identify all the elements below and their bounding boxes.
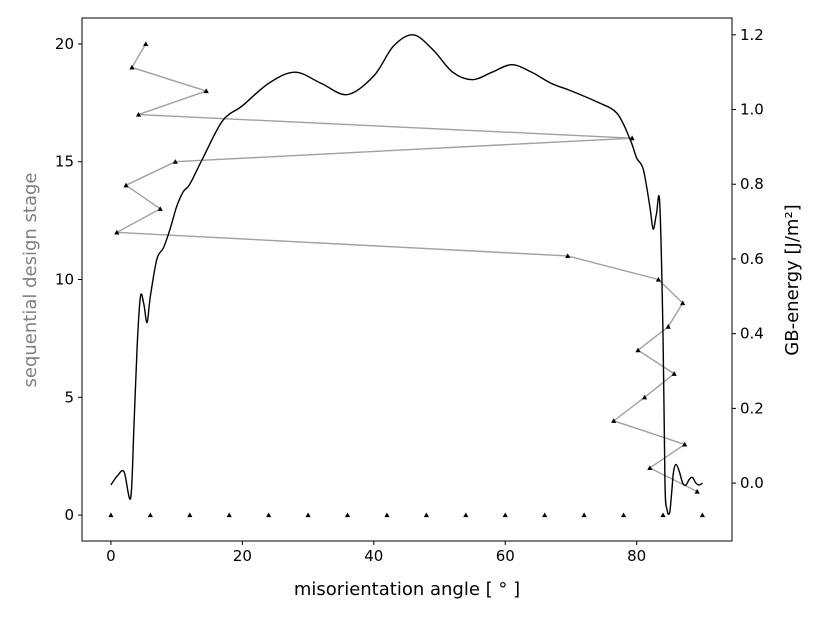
y-left-tick-label: 0 — [64, 506, 74, 524]
y-right-axis-label: GB-energy [J/m²] — [782, 204, 803, 355]
initial-design-point — [187, 512, 193, 518]
design-stage-point — [641, 394, 648, 400]
plot-frame — [81, 17, 733, 542]
design-stage-point — [635, 347, 641, 353]
initial-design-point — [384, 512, 390, 518]
axis-layer: 0 20 40 60 80 0 5 10 15 20 0.0 0.2 0.4 0.6 0.8 1.0 1.2 — [55, 26, 764, 565]
x-tick-label: 60 — [496, 547, 515, 565]
y-right-tick-label: 0.0 — [740, 474, 764, 492]
design-stage-point — [135, 111, 142, 117]
initial-design-point — [620, 512, 627, 518]
initial-design-point — [226, 512, 232, 518]
initial-design-point — [542, 512, 548, 518]
y-left-axis-label: sequential design stage — [20, 173, 41, 388]
initial-design-point — [344, 512, 351, 518]
design-stage-point — [665, 324, 671, 329]
design-stage-point — [123, 182, 129, 188]
y-left-tick-label: 20 — [55, 35, 74, 53]
y-right-tick-label: 1.2 — [740, 26, 764, 44]
initial-design-point — [502, 512, 508, 518]
design-stage-point — [203, 88, 209, 94]
design-stage-point — [655, 276, 661, 282]
y-right-tick-label: 0.4 — [740, 325, 764, 343]
design-stage-point — [647, 465, 653, 471]
x-axis-label: misorientation angle [ ° ] — [294, 579, 520, 600]
design-stage-point — [172, 159, 178, 164]
design-stage-point — [671, 371, 677, 376]
x-tick-label: 20 — [233, 547, 252, 565]
initial-design-point — [463, 512, 469, 518]
design-stage-point — [143, 41, 149, 46]
design-path-line — [114, 43, 698, 493]
initial-design-point — [581, 512, 587, 518]
y-left-tick-label: 15 — [55, 153, 74, 171]
initial-design-point — [699, 512, 706, 518]
initial-design-point — [423, 512, 429, 518]
initial-design-point — [266, 512, 272, 518]
y-right-tick-label: 0.8 — [740, 175, 764, 193]
design-stage-point — [694, 488, 700, 494]
y-left-tick-label: 5 — [64, 388, 74, 406]
design-stage-point — [682, 441, 688, 447]
x-tick-label: 80 — [627, 547, 646, 565]
design-stage-point — [565, 253, 571, 259]
design-stage-point — [611, 418, 617, 423]
initial-design-point — [147, 512, 153, 518]
design-stage-point — [680, 300, 686, 306]
design-stage-point — [129, 64, 135, 70]
initial-design-point — [305, 512, 311, 518]
x-tick-label: 40 — [364, 547, 383, 565]
series-layer — [108, 34, 706, 518]
design-stage-point — [157, 206, 163, 211]
y-left-tick-label: 10 — [55, 271, 74, 289]
initial-design-point — [660, 512, 666, 518]
y-right-tick-label: 0.6 — [740, 250, 764, 268]
y-right-tick-label: 0.2 — [740, 399, 764, 417]
design-stage-point — [629, 135, 635, 141]
design-stage-point — [114, 229, 120, 235]
initial-design-point — [108, 512, 114, 518]
y-right-tick-label: 1.0 — [740, 101, 764, 119]
x-tick-label: 0 — [106, 547, 116, 565]
gb-energy-curve — [110, 34, 703, 515]
